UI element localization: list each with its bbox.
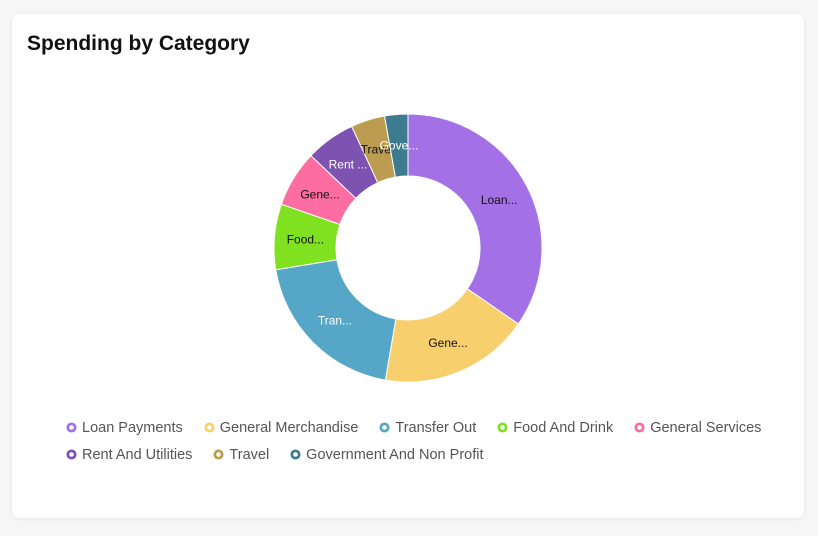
donut-chart: Loan... Gene... Tran... Food... Gene... Rent … — [273, 113, 543, 383]
donut-marker-icon — [213, 449, 224, 460]
legend-row: Rent And Utilities Travel Government And N… — [66, 441, 766, 468]
donut-marker-icon — [204, 422, 215, 433]
slice-label-rent-and-utilities: Rent ... — [329, 157, 368, 171]
donut-marker-icon — [379, 422, 390, 433]
legend-label: Rent And Utilities — [82, 446, 193, 463]
legend-item-general-services[interactable]: General Services — [634, 420, 761, 436]
legend-item-transfer-out[interactable]: Transfer Out — [379, 420, 476, 436]
slice-label-government-and-non-profit: Gove... — [380, 138, 419, 152]
legend-label: Loan Payments — [82, 419, 183, 436]
slice-label-food-and-drink: Food... — [287, 232, 324, 246]
spending-card: Spending by Category Loan... Gene... Tran.… — [12, 14, 804, 518]
slice-transfer-out[interactable] — [275, 259, 397, 381]
legend-row: Loan Payments General Merchandise Transfer… — [66, 414, 766, 441]
legend-label: General Services — [650, 419, 762, 436]
donut-marker-icon — [66, 449, 77, 460]
slice-government-and-non-profit[interactable] — [383, 113, 409, 178]
legend-item-rent-and-utilities[interactable]: Rent And Utilities — [66, 447, 192, 463]
chart-legend: Loan Payments General Merchandise Transfer… — [66, 414, 766, 468]
donut-marker-icon — [66, 422, 77, 433]
slice-label-general-merchandise: Gene... — [428, 336, 467, 350]
donut-marker-icon — [634, 422, 645, 433]
legend-label: Food And Drink — [513, 419, 614, 436]
slice-label-travel: Travel — [361, 143, 394, 157]
donut-marker-icon — [290, 449, 301, 460]
legend-item-general-merchandise[interactable]: General Merchandise — [204, 419, 359, 436]
legend-label: Government And Non Profit — [306, 446, 484, 463]
legend-label: General Merchandise — [219, 419, 359, 436]
slice-label-transfer-out: Tran... — [318, 314, 352, 328]
slice-loan-payments[interactable] — [407, 113, 543, 325]
legend-item-loan-payments[interactable]: Loan Payments — [66, 420, 183, 436]
donut-marker-icon — [497, 422, 508, 433]
legend-item-travel[interactable]: Travel — [213, 447, 269, 463]
legend-item-government-and-non-profit[interactable]: Government And Non Profit — [290, 446, 484, 463]
chart-title: Spending by Category — [27, 32, 250, 55]
slice-label-general-services: Gene... — [300, 187, 339, 201]
legend-label: Travel — [229, 446, 270, 463]
slice-label-loan-payments: Loan... — [481, 193, 518, 207]
legend-label: Transfer Out — [395, 419, 477, 436]
legend-item-food-and-drink[interactable]: Food And Drink — [497, 420, 613, 436]
